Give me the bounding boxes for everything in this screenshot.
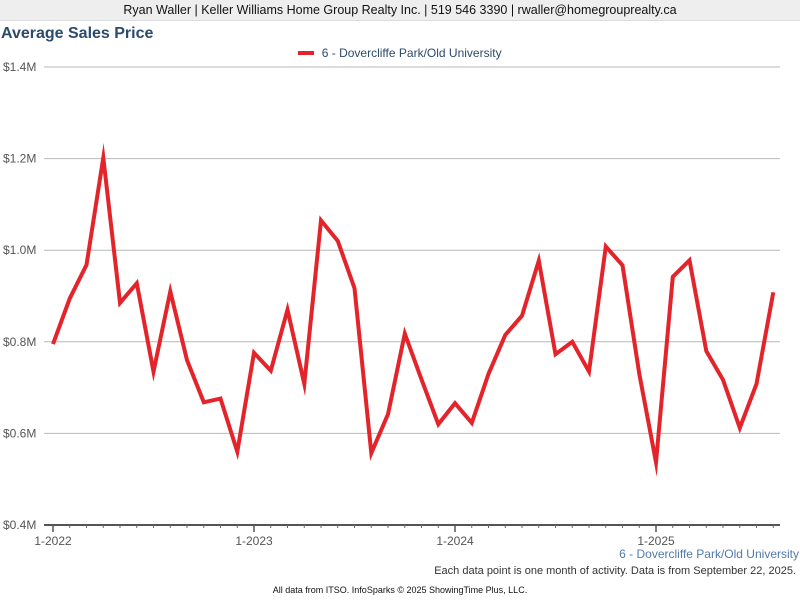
data-point [185, 358, 189, 362]
x-axis: 1-2022 1-2023 1-2024 1-2025 [34, 524, 780, 548]
data-point [738, 426, 742, 430]
y-tick-label: $1.2M [3, 152, 36, 166]
series-line [51, 142, 776, 477]
y-tick-label: $0.8M [3, 335, 36, 349]
data-point [520, 314, 524, 318]
agent-contact-text: Ryan Waller | Keller Williams Home Group… [123, 3, 677, 17]
footer-credit: All data from ITSO. InfoSparks © 2025 Sh… [272, 585, 528, 595]
y-tick-label: $1.0M [3, 243, 36, 257]
x-tick-label: 1-2025 [637, 534, 675, 548]
data-point [537, 259, 541, 263]
series-group [51, 142, 776, 477]
data-point [353, 286, 357, 290]
data-point [420, 377, 424, 381]
data-point [302, 382, 306, 386]
data-point [554, 352, 558, 356]
data-point [470, 421, 474, 425]
data-point [503, 333, 507, 337]
data-point [135, 281, 139, 285]
y-tick-label: $0.6M [3, 426, 36, 440]
data-point [587, 370, 591, 374]
footer-series-label: 6 - Dovercliffe Park/Old University [619, 547, 799, 561]
data-point [336, 239, 340, 243]
data-point [721, 378, 725, 382]
legend-swatch-icon [298, 50, 315, 55]
data-point [570, 340, 574, 344]
data-point [68, 296, 72, 300]
data-point [604, 245, 608, 249]
data-point [771, 290, 775, 294]
data-point [269, 369, 273, 373]
data-point [85, 263, 89, 267]
data-point [453, 401, 457, 405]
x-tick-label: 1-2022 [34, 534, 72, 548]
footer-data-note: Each data point is one month of activity… [434, 565, 796, 577]
data-point [219, 397, 223, 401]
data-point [202, 400, 206, 404]
data-point [436, 422, 440, 426]
legend-label: 6 - Dovercliffe Park/Old University [321, 46, 502, 60]
data-point [621, 263, 625, 267]
data-point [654, 460, 658, 464]
data-point [152, 370, 156, 374]
data-point [235, 450, 239, 454]
agent-contact-bar: Ryan Waller | Keller Williams Home Group… [0, 0, 800, 21]
chart-legend[interactable]: 6 - Dovercliffe Park/Old University [0, 46, 800, 60]
data-point [386, 412, 390, 416]
y-tick-label: $0.4M [3, 518, 36, 532]
data-point [704, 349, 708, 353]
data-point [319, 218, 323, 222]
chart-title: Average Sales Price [1, 25, 154, 42]
x-tick-label: 1-2024 [436, 534, 474, 548]
data-point [403, 332, 407, 336]
data-point [168, 289, 172, 293]
grid-lines [44, 66, 780, 434]
data-point [487, 372, 491, 376]
data-point [637, 372, 641, 376]
data-point [51, 342, 55, 346]
data-point [118, 301, 122, 305]
x-tick-label: 1-2023 [235, 534, 273, 548]
data-point [252, 351, 256, 355]
data-point [286, 308, 290, 312]
data-point [688, 258, 692, 262]
data-point [671, 275, 675, 279]
data-point [755, 382, 759, 386]
data-point [369, 451, 373, 455]
data-point [101, 156, 105, 160]
y-tick-label: $1.4M [3, 60, 36, 74]
y-axis-labels: $0.4M $0.6M $0.8M $1.0M $1.2M $1.4M [3, 60, 36, 532]
